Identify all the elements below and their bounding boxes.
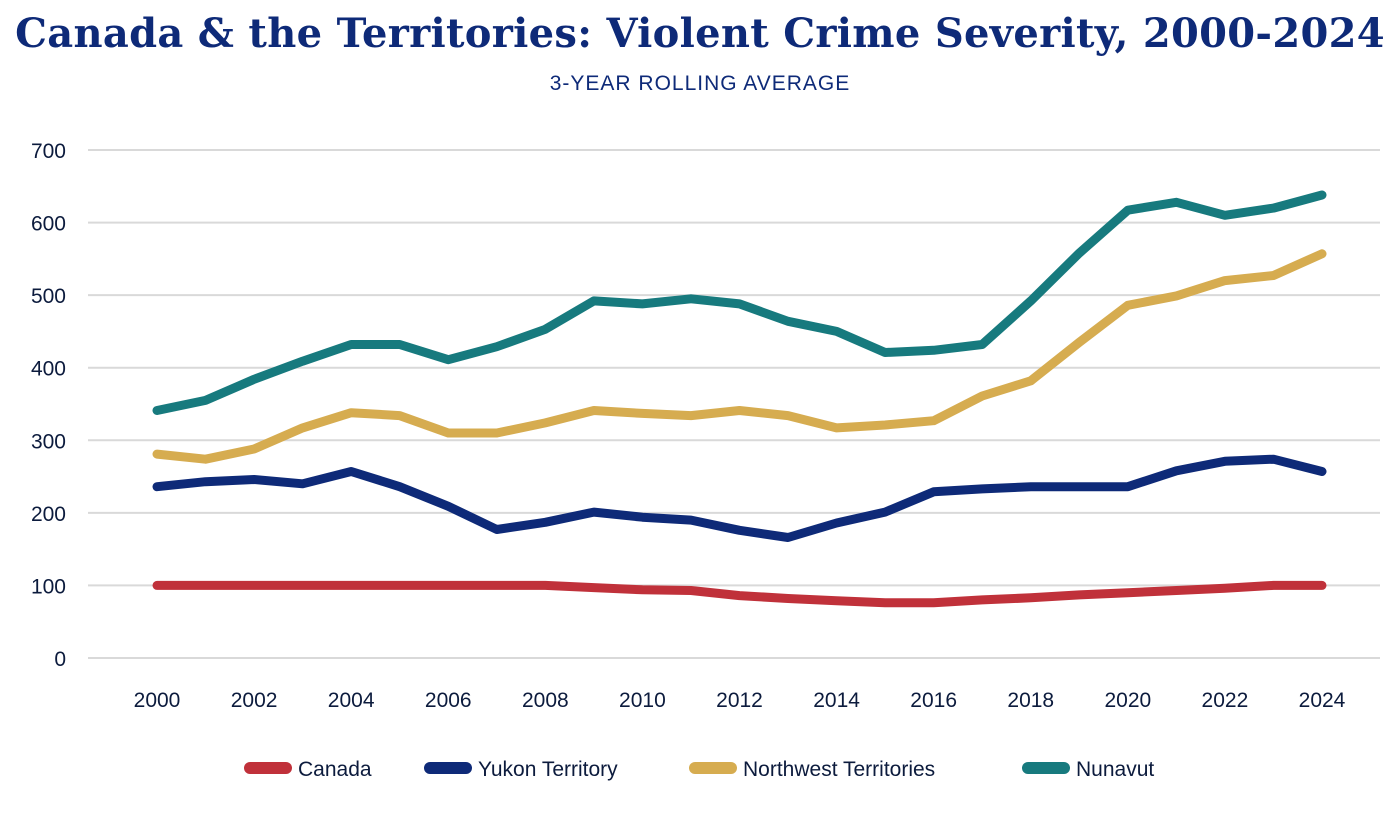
x-tick-label: 2016 [910,689,957,712]
chart-subtitle: 3-YEAR ROLLING AVERAGE [549,72,851,95]
y-tick-label: 400 [31,358,66,381]
x-axis-ticks: 2000 2002 2004 2006 2008 2010 2012 2014 2016 2018… [134,689,1346,712]
x-tick-label: 2018 [1007,689,1054,712]
x-tick-label: 2004 [328,689,375,712]
x-tick-label: 2000 [134,689,181,712]
y-tick-label: 100 [31,575,66,598]
legend-label: Northwest Territories [743,758,935,781]
y-tick-label: 500 [31,285,66,308]
grid-lines [88,149,1380,659]
series-line-northwest-territories [152,249,1327,464]
y-tick-label: 300 [31,430,66,453]
legend-label: Canada [298,758,372,781]
x-tick-label: 2012 [716,689,763,712]
chart-title: Canada & the Territories: Violent Crime … [15,10,1385,57]
x-tick-label: 2006 [425,689,472,712]
y-tick-label: 600 [31,213,66,236]
x-tick-label: 2014 [813,689,860,712]
y-tick-label: 700 [31,140,66,163]
series-lines [152,190,1327,608]
x-tick-label: 2020 [1104,689,1151,712]
y-tick-label: 0 [54,648,66,671]
x-tick-label: 2024 [1299,689,1346,712]
x-tick-label: 2002 [231,689,278,712]
legend-label: Nunavut [1076,758,1154,781]
legend-label: Yukon Territory [478,758,618,781]
y-axis-ticks: 0 100 200 300 400 500 600 700 [31,140,66,671]
x-tick-label: 2022 [1202,689,1249,712]
series-line-canada [152,580,1327,608]
y-tick-label: 200 [31,503,66,526]
legend: Canada Yukon Territory Northwest Territori… [244,758,1154,781]
x-tick-label: 2008 [522,689,569,712]
series-line-yukon-territory [152,454,1327,542]
x-tick-label: 2010 [619,689,666,712]
series-line-nunavut [152,190,1327,415]
